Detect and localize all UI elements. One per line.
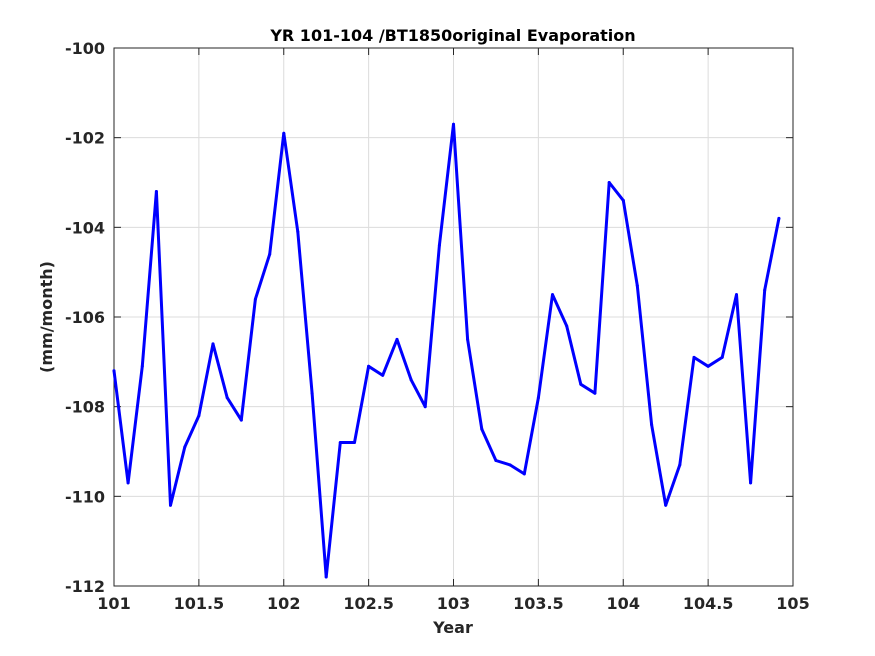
data-point — [466, 337, 470, 341]
data-point — [112, 369, 116, 373]
data-point — [494, 459, 498, 462]
data-point — [777, 216, 781, 220]
data-point — [706, 364, 710, 368]
data-point — [310, 391, 314, 395]
data-point — [126, 481, 130, 485]
data-point — [508, 463, 512, 467]
data-point — [607, 181, 611, 184]
x-tick-labels: 101 101.5 102 102.5 103 103.5 104 104.5 105 — [97, 594, 809, 613]
y-tick-label: -110 — [65, 487, 105, 506]
y-tick-label: -100 — [65, 39, 105, 58]
data-point — [423, 405, 427, 409]
data-point — [282, 131, 286, 135]
grid-lines — [113, 47, 794, 587]
data-point — [763, 288, 767, 292]
y-tick-label: -102 — [65, 129, 105, 148]
data-point — [621, 198, 625, 202]
y-axis-label: (mm/month) — [37, 261, 56, 373]
data-point — [735, 293, 738, 297]
data-point — [593, 391, 597, 395]
y-tick-label: -106 — [65, 308, 105, 327]
x-tick-label: 103 — [437, 594, 470, 613]
data-point — [154, 190, 158, 193]
data-point — [678, 463, 682, 467]
y-tick-label: -112 — [65, 577, 105, 596]
data-point — [367, 364, 371, 368]
data-point — [338, 441, 342, 444]
data-point — [579, 382, 583, 386]
data-point — [296, 230, 300, 234]
data-point — [522, 472, 526, 476]
data-point — [253, 297, 257, 301]
data-point — [452, 122, 455, 126]
data-point — [395, 337, 399, 341]
data-point — [239, 418, 243, 422]
data-point — [169, 503, 172, 507]
data-point — [551, 293, 554, 297]
data-point — [437, 243, 441, 247]
series-line — [112, 122, 781, 579]
data-point — [749, 481, 753, 485]
data-point — [197, 414, 201, 418]
y-tick-label: -104 — [65, 218, 105, 237]
data-point — [692, 355, 696, 359]
data-point — [225, 396, 229, 400]
data-point — [140, 364, 144, 368]
data-point — [353, 441, 356, 444]
chart-title: YR 101-104 /BT1850original Evaporation — [269, 26, 635, 45]
x-tick-label: 103.5 — [513, 594, 564, 613]
y-tick-label: -108 — [65, 398, 105, 417]
data-point — [536, 396, 540, 400]
x-tick-label: 102 — [267, 594, 300, 613]
data-point — [409, 378, 413, 382]
y-tick-labels: -112 -110 -108 -106 -104 -102 -100 — [65, 39, 105, 596]
data-point — [664, 503, 668, 507]
data-point — [381, 373, 385, 377]
x-tick-label: 104.5 — [683, 594, 734, 613]
x-tick-label: 101.5 — [174, 594, 225, 613]
data-point — [324, 575, 328, 579]
data-point — [565, 324, 569, 328]
data-point — [268, 252, 272, 256]
x-tick-label: 101 — [97, 594, 130, 613]
data-point — [211, 342, 215, 346]
data-point — [480, 427, 484, 431]
data-point — [635, 284, 639, 288]
x-axis-label: Year — [432, 618, 473, 637]
series-layer — [112, 122, 781, 579]
data-point — [650, 423, 654, 427]
axis-ticks — [113, 47, 794, 587]
x-tick-label: 105 — [776, 594, 809, 613]
data-point — [720, 355, 724, 359]
data-point — [183, 445, 187, 449]
x-tick-label: 104 — [607, 594, 640, 613]
x-tick-label: 102.5 — [343, 594, 394, 613]
